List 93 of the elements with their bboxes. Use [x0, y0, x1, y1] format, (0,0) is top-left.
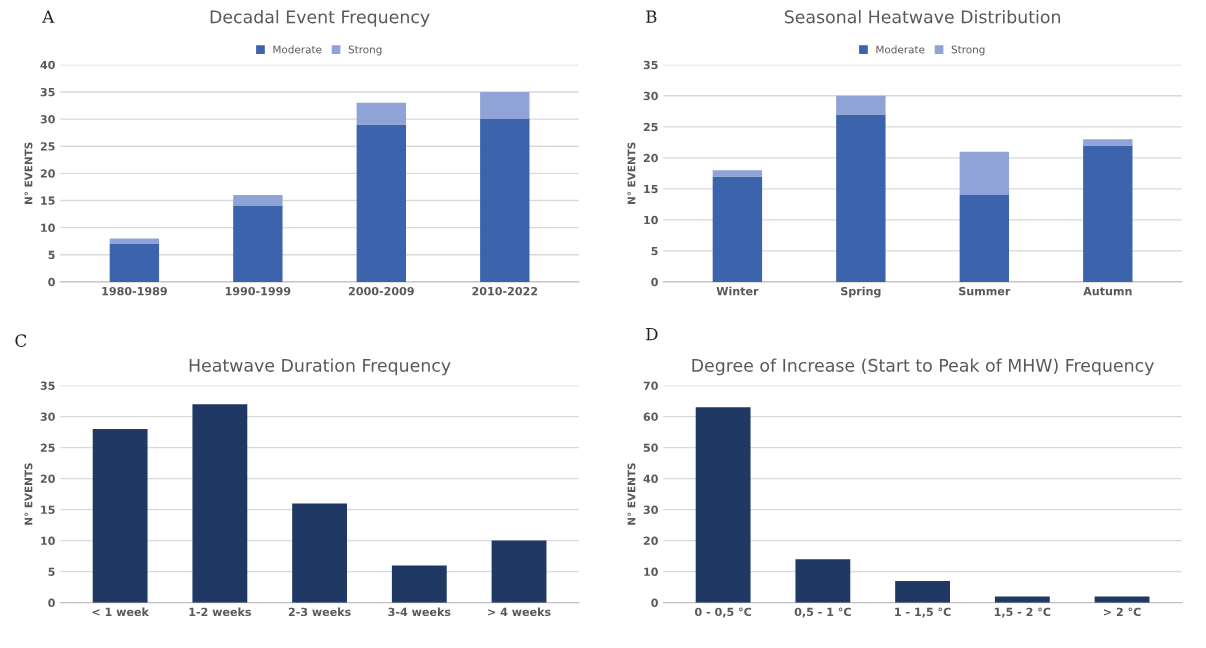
bar: [959, 195, 1010, 282]
y-axis-title: N° EVENTS: [24, 142, 33, 204]
bar: [712, 176, 763, 282]
y-tick-label: 40: [40, 60, 55, 70]
y-tick-label: 15: [41, 505, 55, 514]
text: B: [646, 10, 657, 23]
x-tick-label: Autumn: [1083, 287, 1132, 296]
bar: [695, 407, 751, 603]
bar: [491, 540, 547, 603]
x-tick-label: 3-4 weeks: [388, 607, 451, 617]
text: C: [15, 334, 27, 347]
y-tick-label: 35: [40, 381, 55, 390]
y-tick-label: 10: [41, 223, 55, 232]
x-tick-label: 0 - 0,5 °C: [695, 607, 752, 618]
y-axis-title: N° EVENTS: [627, 142, 636, 204]
bar: [836, 114, 886, 282]
bar: [109, 243, 160, 282]
y-tick-label: 10: [644, 215, 658, 225]
x-tick-label: Winter: [716, 286, 759, 296]
legend-label: Strong: [951, 45, 985, 56]
y-tick-label: 30: [40, 115, 55, 124]
x-tick-label: 2010-2022: [472, 286, 538, 296]
bar: [1083, 139, 1133, 146]
y-tick-label: 10: [644, 567, 658, 577]
y-axis-title: N° EVENTS: [627, 463, 636, 525]
x-tick-label: 1990-1999: [225, 286, 291, 296]
bar: [480, 91, 530, 120]
x-tick-label: 1,5 - 2 °C: [994, 607, 1051, 618]
bar: [712, 170, 763, 177]
y-tick-label: 50: [643, 443, 658, 452]
bar: [1083, 145, 1133, 282]
y-tick-label: 0: [48, 598, 55, 608]
legend-label: Moderate: [876, 45, 925, 54]
y-tick-label: 15: [41, 196, 55, 205]
x-tick-label: 1980-1989: [102, 286, 167, 296]
y-tick-label: 40: [643, 474, 658, 483]
y-tick-label: 30: [643, 91, 658, 101]
bar: [233, 195, 283, 206]
x-tick-label: 2000-2009: [348, 286, 414, 296]
y-tick-label: 25: [40, 443, 55, 452]
y-tick-label: 5: [48, 250, 55, 260]
bar: [959, 151, 1010, 196]
x-tick-label: > 4 weeks: [488, 607, 551, 617]
chart-title: Seasonal Heatwave Distribution: [784, 9, 1060, 24]
y-tick-label: 70: [643, 381, 658, 390]
y-tick-label: 35: [40, 87, 55, 97]
y-tick-label: 25: [40, 142, 55, 151]
x-tick-label: 0,5 - 1 °C: [794, 607, 851, 618]
y-tick-label: 60: [643, 412, 658, 421]
x-tick-label: 2-3 weeks: [288, 607, 351, 617]
legend-label: Strong: [348, 45, 382, 56]
bar: [391, 565, 447, 603]
y-tick-label: 30: [40, 412, 55, 421]
bar: [292, 503, 348, 603]
x-tick-label: 1 - 1,5 °C: [895, 607, 951, 618]
bar: [109, 238, 160, 244]
x-tick-label: < 1 week: [92, 607, 150, 617]
text: D: [646, 328, 658, 341]
text: A: [42, 10, 55, 23]
y-tick-label: 5: [651, 246, 658, 256]
y-tick-label: 20: [643, 153, 658, 163]
x-tick-label: Summer: [959, 286, 1011, 296]
y-tick-label: 25: [643, 122, 658, 132]
y-tick-label: 30: [643, 505, 658, 514]
y-tick-label: 5: [48, 567, 55, 577]
bar: [895, 580, 951, 603]
y-tick-label: 0: [48, 277, 55, 287]
bar: [356, 102, 407, 125]
bar: [795, 559, 851, 603]
y-tick-label: 10: [41, 536, 55, 545]
bar: [836, 95, 886, 115]
y-tick-label: 20: [40, 474, 55, 483]
chart-title: Decadal Event Frequency: [210, 9, 430, 27]
y-axis-title: N° EVENTS: [24, 463, 33, 525]
y-tick-label: 20: [40, 169, 55, 178]
y-tick-label: 0: [651, 277, 658, 287]
y-tick-label: 35: [643, 60, 658, 70]
bar: [92, 428, 148, 603]
y-tick-label: 15: [644, 184, 658, 194]
bar: [994, 596, 1050, 603]
legend-label: Moderate: [273, 45, 322, 54]
y-tick-label: 0: [651, 598, 658, 608]
bar: [356, 124, 407, 282]
y-tick-label: 20: [643, 536, 658, 545]
chart-title: Heatwave Duration Frequency: [189, 358, 451, 376]
x-tick-label: 1-2 weeks: [189, 607, 251, 617]
chart-title: Degree of Increase (Start to Peak of MHW) Frequency: [692, 358, 1154, 376]
bar: [233, 205, 283, 282]
bar: [480, 119, 530, 282]
bar: [1094, 596, 1150, 603]
bar: [192, 404, 248, 603]
x-tick-label: > 2 °C: [1103, 607, 1141, 617]
x-tick-label: Spring: [841, 286, 881, 298]
